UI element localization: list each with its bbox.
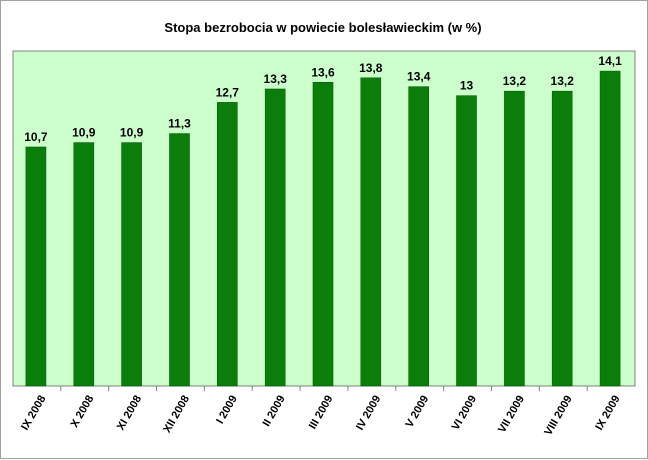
value-label: 13,2 [503,74,527,88]
value-label: 13,8 [359,61,383,75]
x-tick-label: I 2009 [214,394,240,426]
bar-ii-2009 [264,88,286,387]
x-tick-label: XI 2008 [115,394,144,433]
bar-i-2009 [217,102,238,387]
x-tick-label: VI 2009 [450,394,479,433]
x-tick-label: XII 2008 [161,394,192,435]
value-label: 13,3 [264,72,288,86]
bar-x-2008 [73,142,95,387]
value-label: 10,7 [24,130,48,144]
value-label: 13 [460,79,474,93]
value-label: 12,7 [216,85,240,99]
bar-ix-2009 [599,70,621,387]
value-label: 10,9 [72,126,96,140]
x-tick-label: III 2009 [307,394,336,432]
bar-iii-2009 [312,82,334,387]
bar-vi-2009 [456,95,477,387]
value-label: 13,4 [407,70,431,84]
x-tick-label: IV 2009 [354,394,383,433]
bars-group [25,70,621,387]
value-label: 13,2 [551,74,575,88]
bar-v-2009 [408,86,430,387]
bar-iv-2009 [360,77,382,387]
value-label: 13,6 [311,65,335,79]
chart-title: Stopa bezrobocia w powiecie bolesławieck… [164,20,481,35]
bar-xii-2008 [169,133,190,387]
x-tick-label: VIII 2009 [542,394,574,438]
category-labels-group: IX 2008 X 2008 XI 2008 XII 2008 I 2009 II 200… [19,394,623,438]
x-tick-label: II 2009 [261,394,288,429]
x-tick-label: V 2009 [403,394,431,430]
tick-marks-group [60,386,588,391]
bar-viii-2009 [551,90,573,387]
value-label: 11,3 [168,117,191,131]
value-label: 14,1 [598,54,622,68]
bar-xi-2008 [121,142,142,387]
value-labels-group: 10,7 10,9 10,9 11,3 12,7 13,3 13,6 13,8 13,4 13 13… [24,54,622,144]
x-tick-label: X 2008 [69,394,97,430]
bar-ix-2008 [25,146,47,387]
x-tick-label: IX 2009 [593,394,622,433]
x-tick-label: VII 2009 [496,394,527,435]
value-label: 10,9 [120,126,144,140]
x-tick-label: IX 2008 [19,394,48,433]
bar-vii-2009 [504,90,525,387]
